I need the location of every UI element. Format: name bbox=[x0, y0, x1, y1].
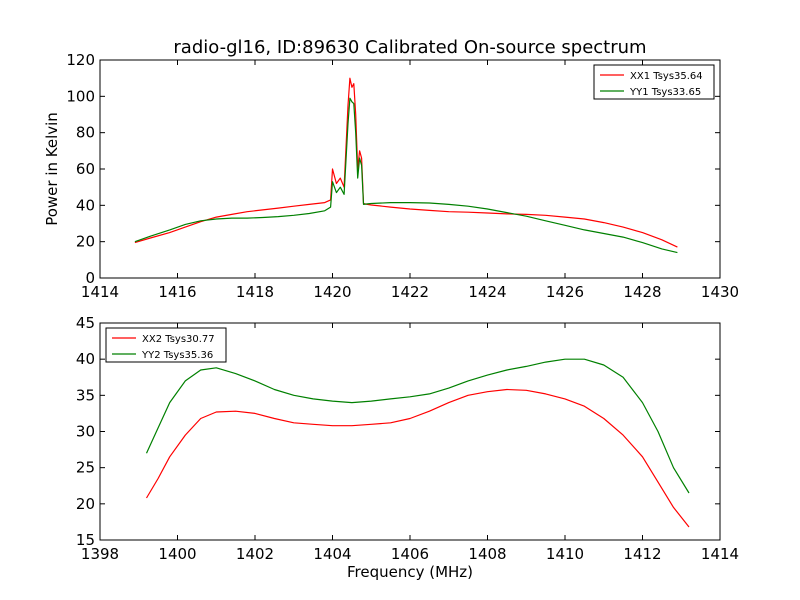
chart-0-x-tick-label: 1428 bbox=[623, 283, 661, 301]
chart-0-y-tick-label: 40 bbox=[76, 196, 95, 214]
top-chart-plot-area: 1414 1416 1418 1420 1422 1424 1426 1428 1430 0 20 4… bbox=[66, 51, 739, 301]
chart-0-x-tick-label: 1418 bbox=[236, 283, 274, 301]
chart-0-legend-box bbox=[593, 64, 715, 100]
bottom-chart-plot-area: 1398 1400 1402 1404 1406 1408 1410 1412 1414 15 20… bbox=[76, 314, 739, 563]
chart-0-y-tick-label: 0 bbox=[85, 269, 95, 287]
chart-0-y-tick-label: 100 bbox=[66, 87, 95, 105]
chart-0-legend-label-0: XX1 Tsys35.64 bbox=[630, 71, 703, 82]
chart-0-series-line-0 bbox=[134, 77, 678, 248]
chart-1-legend-label-1: YY2 Tsys35.36 bbox=[141, 350, 213, 361]
chart-0-x-tick-label: 1414 bbox=[81, 283, 119, 301]
chart-1-x-tick-label: 1402 bbox=[236, 545, 274, 563]
chart-0-x-tick-label: 1430 bbox=[701, 283, 739, 301]
chart-1-x-tick-label: 1398 bbox=[81, 545, 119, 563]
chart-1-x-tick-label: 1400 bbox=[158, 545, 196, 563]
chart-1-x-tick-label: 1412 bbox=[623, 545, 661, 563]
chart-1-legend-box bbox=[105, 327, 227, 363]
chart-0-y-tick-label: 120 bbox=[66, 51, 95, 69]
chart-0-y-tick-label: 80 bbox=[76, 124, 95, 142]
chart-0-y-tick-label: 20 bbox=[76, 233, 95, 251]
chart-1-y-tick-label: 45 bbox=[76, 314, 95, 332]
chart-1-y-tick-label: 25 bbox=[76, 459, 95, 477]
top-chart-title: radio-gl16, ID:89630 Calibrated On-sourc… bbox=[173, 37, 646, 58]
chart-1-legend-label-0: XX2 Tsys30.77 bbox=[142, 334, 215, 345]
chart-1-x-tick-label: 1408 bbox=[468, 545, 506, 563]
chart-0-x-tick-label: 1422 bbox=[391, 283, 429, 301]
chart-0-x-tick-label: 1416 bbox=[158, 283, 196, 301]
chart-1-series-line-1 bbox=[145, 358, 690, 494]
chart-0-series-line-1 bbox=[134, 97, 678, 254]
chart-1-y-tick-label: 20 bbox=[76, 495, 95, 513]
chart-0-x-tick-label: 1426 bbox=[546, 283, 584, 301]
chart-0-x-tick-label: 1424 bbox=[468, 283, 506, 301]
chart-1-series-line-0 bbox=[145, 388, 690, 528]
chart-1-y-tick-label: 40 bbox=[76, 350, 95, 368]
chart-0-x-tick-label: 1420 bbox=[313, 283, 351, 301]
top-chart-y-axis-label: Power in Kelvin bbox=[43, 112, 61, 226]
chart-1-y-tick-label: 30 bbox=[76, 423, 95, 441]
bottom-chart-x-axis-label: Frequency (MHz) bbox=[347, 563, 473, 581]
chart-1-y-tick-label: 35 bbox=[76, 386, 95, 404]
chart-0-legend-label-1: YY1 Tsys33.65 bbox=[629, 87, 701, 98]
chart-1-x-tick-label: 1410 bbox=[546, 545, 584, 563]
chart-1-x-tick-label: 1406 bbox=[391, 545, 429, 563]
chart-1-x-tick-label: 1414 bbox=[701, 545, 739, 563]
chart-1-y-tick-label: 15 bbox=[76, 531, 95, 549]
chart-0-y-tick-label: 60 bbox=[76, 160, 95, 178]
chart-1-x-tick-label: 1404 bbox=[313, 545, 351, 563]
